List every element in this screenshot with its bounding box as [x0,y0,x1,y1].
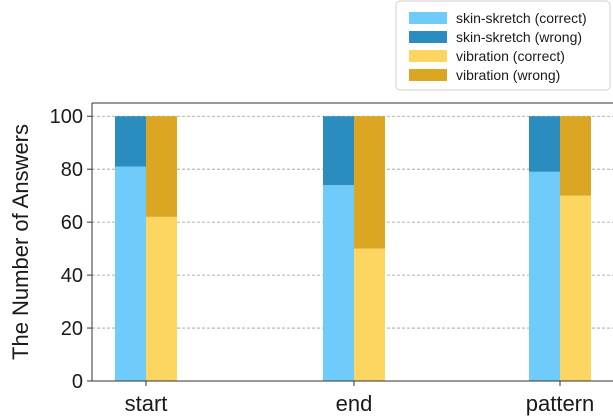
legend-entry-label: vibration (correct) [456,48,565,64]
bar-skin-skretch-correct-pattern [529,171,560,381]
y-axis-label: The Number of Answers [8,124,33,360]
legend-swatch [409,50,447,62]
y-tick-label: 20 [61,318,83,340]
bar-vibration-wrong-end [354,116,385,249]
bar-skin-skretch-wrong-start [115,116,146,167]
bar-vibration-correct-pattern [560,195,591,381]
x-tick-label: start [125,391,168,416]
bar-skin-skretch-correct-end [323,185,354,381]
bar-vibration-wrong-start [146,116,177,217]
y-ticks: 0 20 40 60 80 100 [50,106,92,393]
y-tick-label: 100 [50,106,83,128]
y-tick-label: 80 [61,159,83,181]
x-ticks: start end pattern [125,381,595,416]
bar-vibration-correct-end [354,248,385,381]
bar-vibration-wrong-pattern [560,116,591,196]
bar-skin-skretch-wrong-end [323,116,354,186]
bar-skin-skretch-wrong-pattern [529,116,560,172]
legend-swatch [409,69,447,81]
y-tick-label: 40 [61,265,83,287]
legend-entry-label: skin-skretch (correct) [456,10,587,26]
y-tick-label: 60 [61,212,83,234]
legend-swatch [409,12,447,24]
x-tick-label: pattern [526,391,595,416]
legend-entry-label: vibration (wrong) [456,67,560,83]
bar-vibration-correct-start [146,216,177,381]
legend-entry-label: skin-skretch (wrong) [456,29,582,45]
x-tick-label: end [336,391,373,416]
legend-swatch [409,31,447,43]
legend: skin-skretch (correct) skin-skretch (wron… [395,0,611,91]
y-tick-label: 0 [72,371,83,393]
legend-box [395,0,611,91]
bars [115,116,591,381]
bar-skin-skretch-correct-start [115,166,146,381]
axes [91,102,613,382]
